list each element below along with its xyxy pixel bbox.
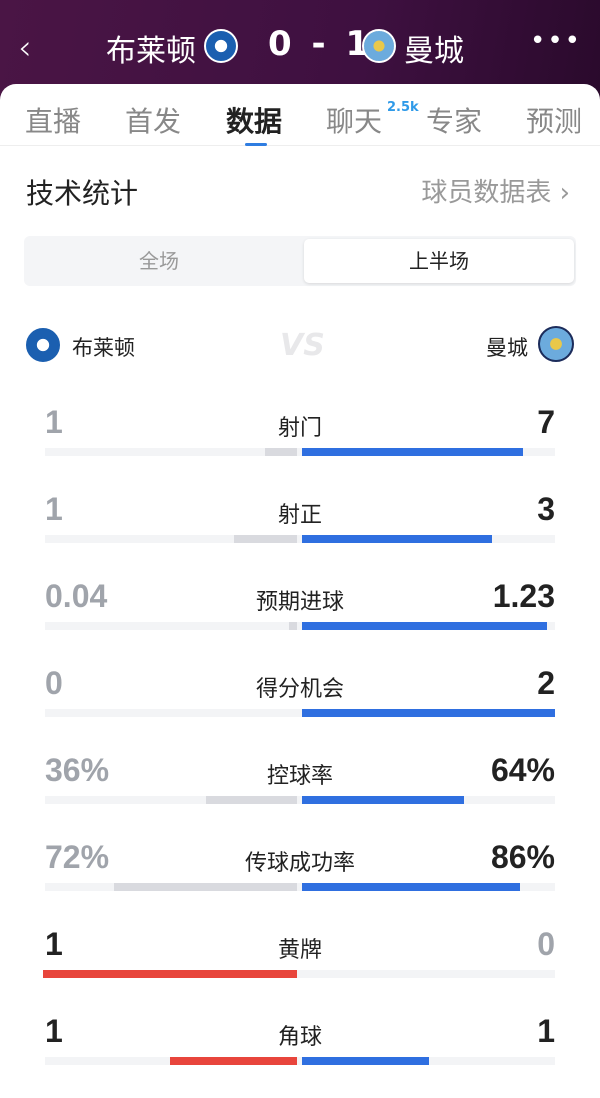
away-team-name: 曼城 <box>486 336 528 360</box>
away-bar <box>302 535 492 543</box>
period-segmented-control: 全场 上半场 <box>24 236 576 286</box>
home-bar <box>114 883 297 891</box>
home-bar <box>205 796 297 804</box>
stat-bar-track <box>45 535 555 543</box>
header-home-team: 布莱顿 <box>106 34 196 69</box>
away-value: 2 <box>537 665 555 701</box>
stat-label: 控球率 <box>266 764 333 789</box>
tab-experts[interactable]: 专家 <box>426 105 483 138</box>
away-crest-icon <box>538 326 574 362</box>
stat-label: 得分机会 <box>255 677 344 702</box>
home-value: 1 <box>45 1013 63 1049</box>
segment-full-match[interactable]: 全场 <box>139 249 179 273</box>
stat-row: 72% 传球成功率 86% <box>0 837 600 924</box>
away-value: 1.23 <box>492 578 555 614</box>
home-bar <box>233 535 297 543</box>
tab-lineup[interactable]: 首发 <box>125 105 182 138</box>
away-value: 1 <box>537 1013 555 1049</box>
stat-bar-track <box>45 622 555 630</box>
away-value: 64% <box>490 752 555 788</box>
away-value: 7 <box>537 404 555 440</box>
home-value: 72% <box>45 839 110 875</box>
home-value: 1 <box>45 404 63 440</box>
stat-label: 射门 <box>277 416 322 441</box>
tab-bar: 直播 首发 数据 聊天 专家 预测 <box>0 100 600 146</box>
stat-bar-track <box>45 883 555 891</box>
away-bar <box>302 448 524 456</box>
stat-bar-track <box>45 709 555 717</box>
stat-bar-track <box>45 796 555 804</box>
stat-row: 1 角球 1 <box>0 1011 600 1098</box>
away-bar <box>302 1057 429 1065</box>
header-away-team: 曼城 <box>404 34 464 69</box>
stat-label: 射正 <box>277 503 322 528</box>
home-bar <box>170 1057 297 1065</box>
home-team-name: 布莱顿 <box>72 336 135 360</box>
more-dots-icon[interactable]: ••• <box>529 26 582 56</box>
stat-row: 0 得分机会 2 <box>0 663 600 750</box>
away-value: 86% <box>490 839 555 875</box>
stat-bar-track <box>43 970 555 978</box>
home-value: 0.04 <box>45 578 108 614</box>
stat-label: 预期进球 <box>255 590 344 615</box>
stat-bar-track <box>45 448 555 456</box>
home-bar <box>265 448 297 456</box>
stat-row: 1 射门 7 <box>0 402 600 489</box>
vs-watermark: VS <box>280 328 325 363</box>
away-value: 0 <box>537 926 555 962</box>
stat-label: 角球 <box>277 1025 322 1050</box>
back-button[interactable]: ‹ <box>18 28 32 68</box>
man-city-crest-icon <box>362 29 396 63</box>
home-bar <box>289 622 297 630</box>
stat-row: 0.04 预期进球 1.23 <box>0 576 600 663</box>
tab-predict[interactable]: 预测 <box>526 105 583 138</box>
home-value: 1 <box>45 926 63 962</box>
stat-row: 1 黄牌 0 <box>0 924 600 1011</box>
match-score: 0 - 1 <box>268 24 374 64</box>
tab-data[interactable]: 数据 <box>226 105 283 138</box>
stat-label: 黄牌 <box>277 938 322 963</box>
home-crest-icon <box>26 328 60 362</box>
home-bar <box>43 970 297 978</box>
home-value: 36% <box>45 752 110 788</box>
stat-row: 36% 控球率 64% <box>0 750 600 837</box>
stat-label: 传球成功率 <box>244 851 355 876</box>
active-tab-indicator <box>245 143 267 146</box>
tab-live[interactable]: 直播 <box>25 105 82 138</box>
stat-row: 1 射正 3 <box>0 489 600 576</box>
player-stats-link[interactable]: 球员数据表 › <box>421 178 570 208</box>
away-bar <box>302 796 464 804</box>
away-bar <box>302 622 548 630</box>
tab-chat[interactable]: 聊天 <box>326 105 383 138</box>
away-bar <box>302 883 520 891</box>
away-value: 3 <box>537 491 555 527</box>
home-value: 0 <box>45 665 63 701</box>
stat-bar-track <box>45 1057 555 1065</box>
chat-count-badge: 2.5k <box>387 100 419 115</box>
section-title: 技术统计 <box>26 177 139 210</box>
brighton-crest-icon <box>204 29 238 63</box>
segment-first-half[interactable]: 上半场 <box>304 239 574 283</box>
away-bar <box>302 709 555 717</box>
home-value: 1 <box>45 491 63 527</box>
